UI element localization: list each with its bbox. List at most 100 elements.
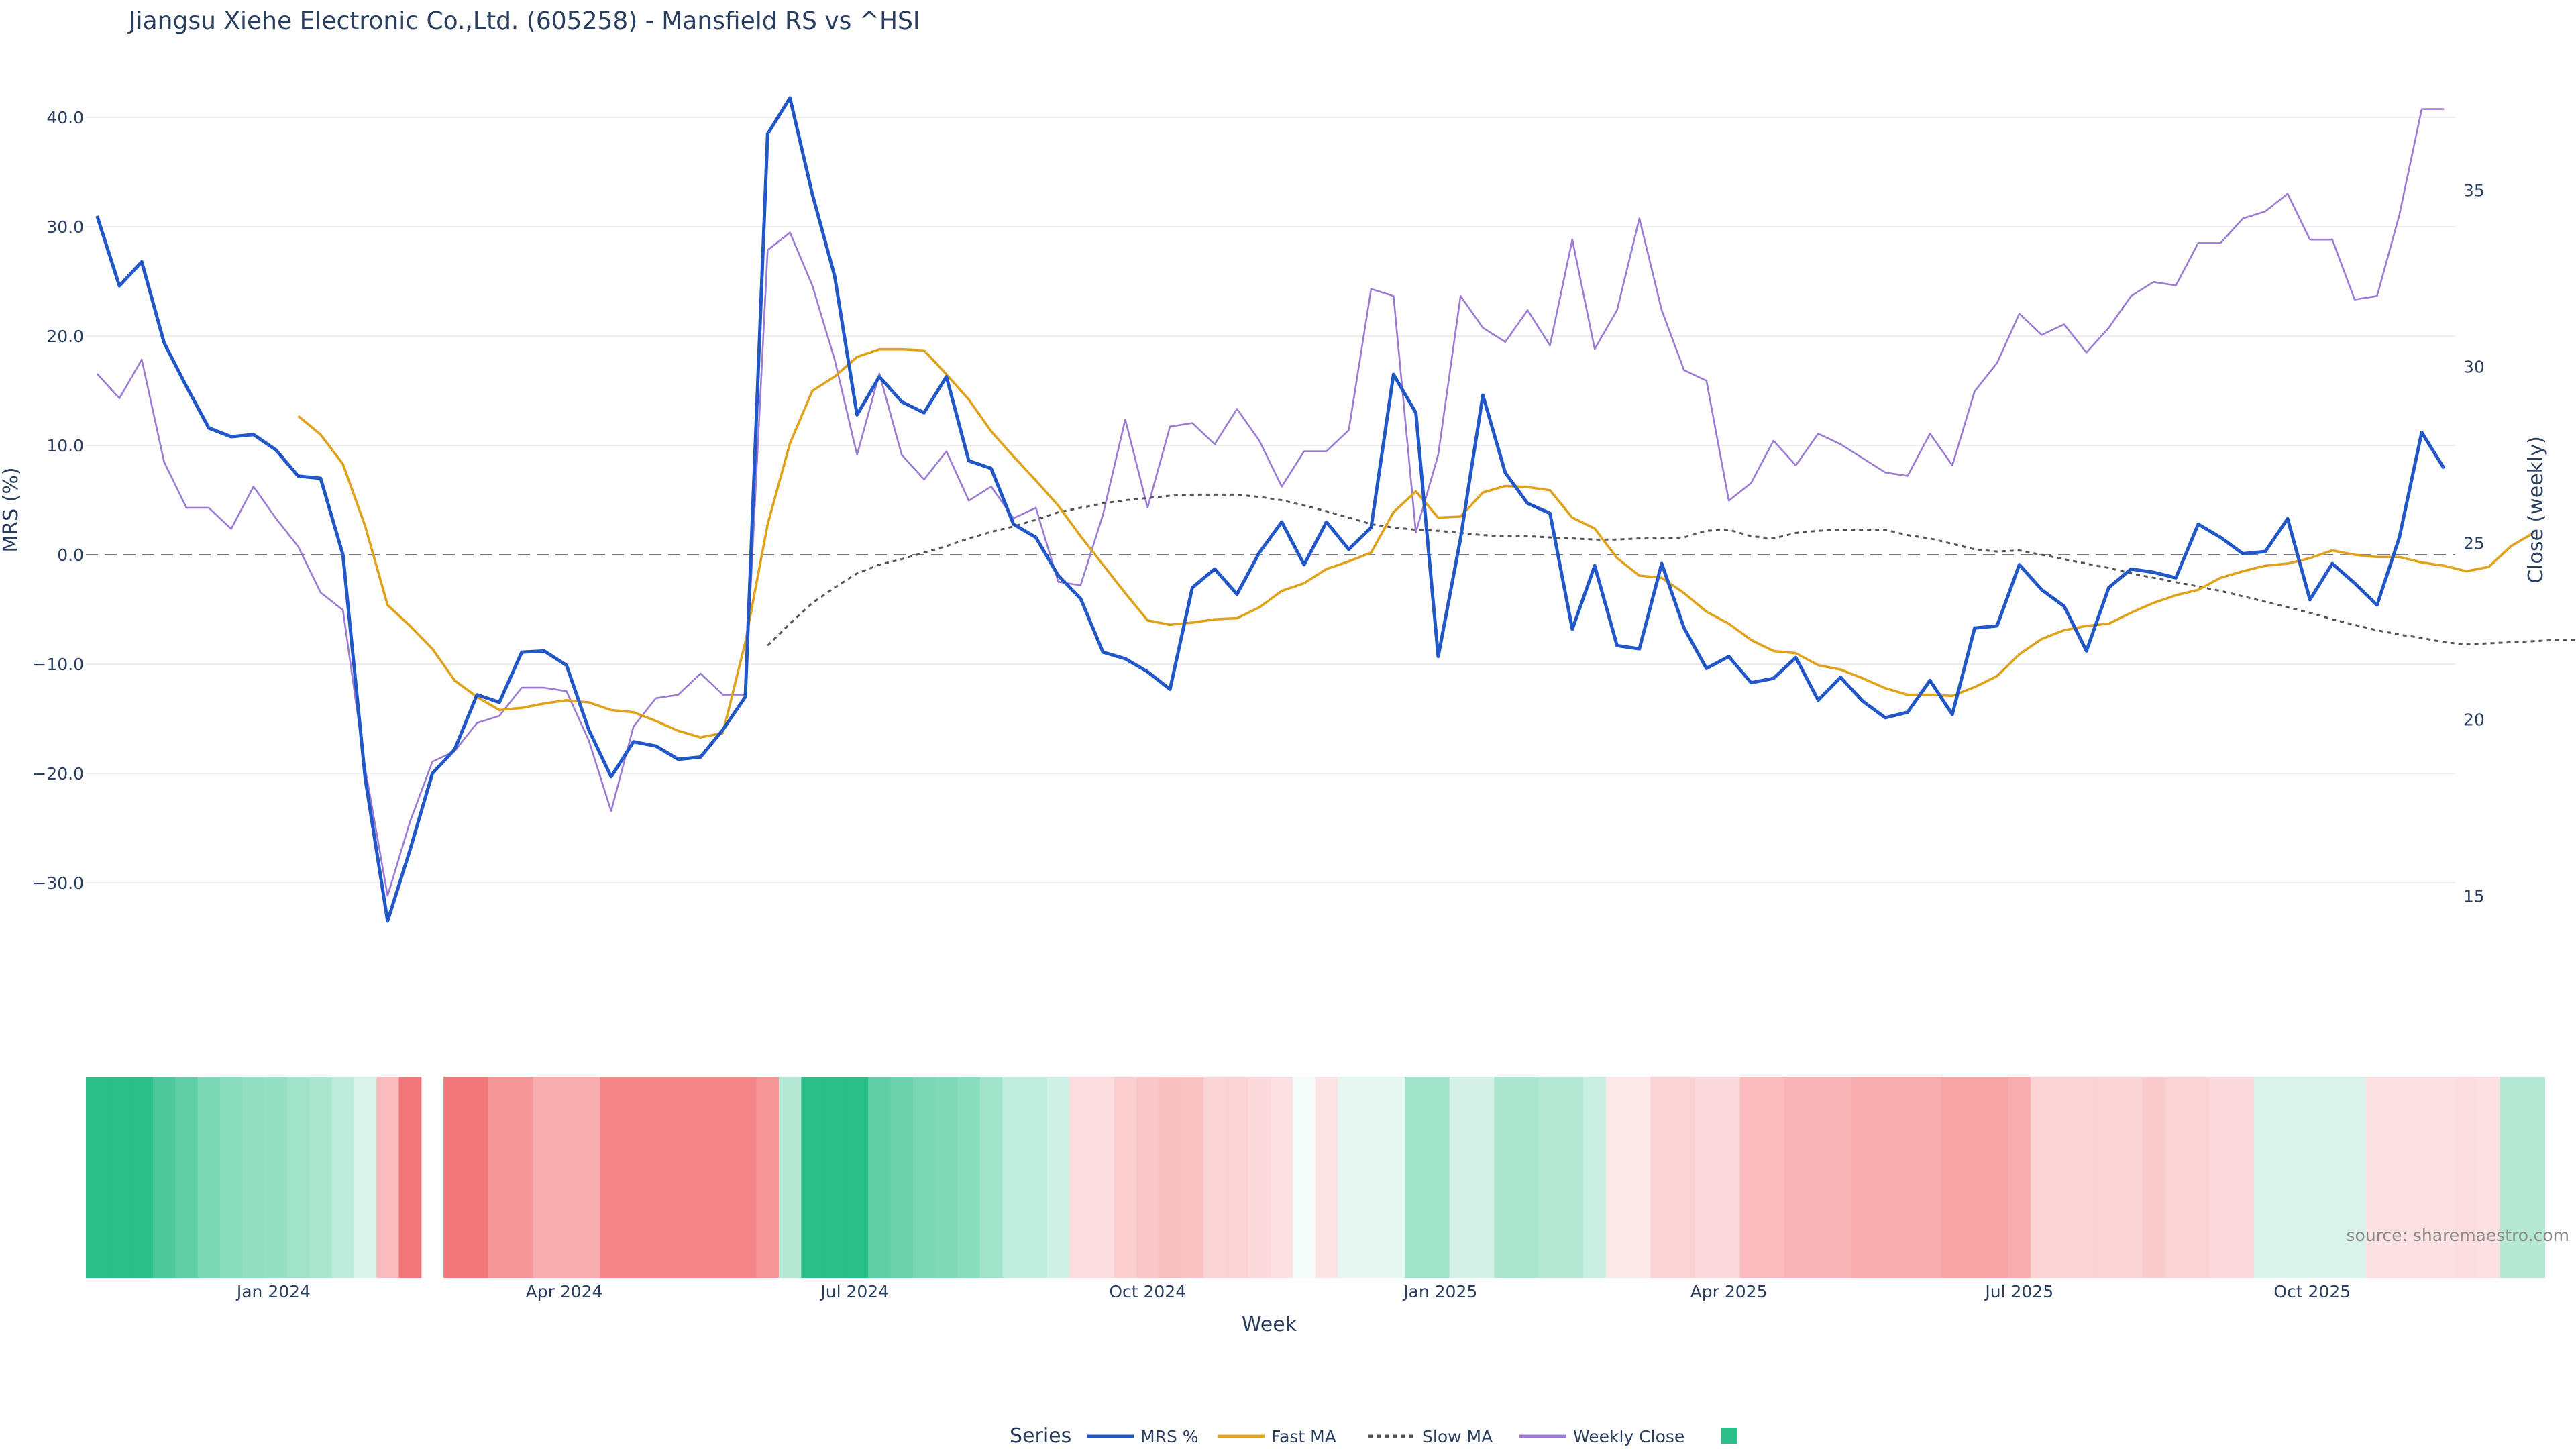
- band-cell: [2030, 1077, 2053, 1278]
- band-cell: [398, 1077, 422, 1278]
- x-tick-label: Jul 2025: [1984, 1282, 2053, 1301]
- band-cell: [1561, 1077, 1585, 1278]
- band-cell: [1226, 1077, 1249, 1278]
- legend-item[interactable]: MRS %: [1087, 1427, 1199, 1446]
- legend-item[interactable]: Slow MA: [1368, 1427, 1493, 1446]
- band-cell: [756, 1077, 780, 1278]
- band-cell: [2477, 1077, 2501, 1278]
- legend-label: Slow MA: [1422, 1427, 1493, 1446]
- band-cell: [2455, 1077, 2478, 1278]
- band-cell: [667, 1077, 690, 1278]
- band-cell: [242, 1077, 266, 1278]
- band-cell: [1605, 1077, 1629, 1278]
- band-cell: [645, 1077, 667, 1278]
- band-cell: [219, 1077, 243, 1278]
- band-cell: [1002, 1077, 1026, 1278]
- band-cell: [1494, 1077, 1517, 1278]
- legend-layer: Series MRS % Fast MA Slow MA Weekly Close: [1010, 1424, 1737, 1448]
- x-tick-label: Oct 2024: [1109, 1282, 1186, 1301]
- band-cell: [1650, 1077, 1674, 1278]
- band-cell: [1114, 1077, 1137, 1278]
- x-tick-label: Jan 2025: [1402, 1282, 1477, 1301]
- band-cell: [1986, 1077, 2009, 1278]
- band-cell: [1516, 1077, 1540, 1278]
- legend-swatch: [1721, 1428, 1737, 1444]
- legend-item[interactable]: Weekly Close: [1519, 1427, 1684, 1446]
- band-cell: [2231, 1077, 2255, 1278]
- series-line-fast-ma: [297, 347, 2534, 739]
- y-right-tick-label: 25: [2463, 533, 2485, 553]
- band-cell: [376, 1077, 400, 1278]
- x-tick-label: Apr 2025: [1690, 1282, 1768, 1301]
- band-cell: [1695, 1077, 1718, 1278]
- band-cell: [1941, 1077, 1964, 1278]
- band-cell: [443, 1077, 466, 1278]
- band-cell: [1471, 1077, 1495, 1278]
- band-cell: [1293, 1077, 1316, 1278]
- band-cell: [2298, 1077, 2322, 1278]
- band-cell: [578, 1077, 600, 1278]
- y-left-axis-title: MRS (%): [0, 467, 23, 552]
- band-cell: [1807, 1077, 1830, 1278]
- band-cell: [1046, 1077, 1070, 1278]
- band-cell: [622, 1077, 645, 1278]
- band-cell: [153, 1077, 176, 1278]
- band-cell: [2254, 1077, 2277, 1278]
- band-cell: [1717, 1077, 1741, 1278]
- band-cell: [935, 1077, 959, 1278]
- band-cell: [197, 1077, 221, 1278]
- band-cell: [823, 1077, 847, 1278]
- band-cell: [1181, 1077, 1204, 1278]
- band-cell: [2388, 1077, 2411, 1278]
- x-tick-label: Jan 2024: [235, 1282, 311, 1301]
- band-cell: [1271, 1077, 1293, 1278]
- band-cell: [1829, 1077, 1852, 1278]
- band-cell: [286, 1077, 310, 1278]
- x-axis-layer: Jan 2024 Apr 2024 Jul 2024 Oct 2024 Jan 2025…: [235, 1282, 2351, 1301]
- band-cell: [1091, 1077, 1115, 1278]
- band-cell: [1360, 1077, 1383, 1278]
- band-cell: [890, 1077, 914, 1278]
- band-cell: [1382, 1077, 1405, 1278]
- band-cell: [600, 1077, 623, 1278]
- band-cell: [2522, 1077, 2545, 1278]
- band-cell: [801, 1077, 824, 1278]
- band-cell: [1538, 1077, 1562, 1278]
- band-cell: [175, 1077, 199, 1278]
- series-layer: [95, 96, 2576, 923]
- band-cell: [778, 1077, 802, 1278]
- band-cell: [1739, 1077, 1763, 1278]
- y-left-tick-label: −30.0: [32, 873, 84, 893]
- band-cell: [2097, 1077, 2121, 1278]
- legend-item[interactable]: Fast MA: [1218, 1427, 1336, 1446]
- y-left-tick-label: 30.0: [46, 217, 84, 237]
- band-cell: [1672, 1077, 1696, 1278]
- band-cell: [1784, 1077, 1808, 1278]
- band-cell: [734, 1077, 757, 1278]
- strength-band-layer: [86, 1077, 2545, 1278]
- band-cell: [1851, 1077, 1875, 1278]
- y-left-tick-label: −20.0: [32, 764, 84, 784]
- y-left-tick-label: 20.0: [46, 327, 84, 346]
- x-tick-label: Oct 2025: [2273, 1282, 2351, 1301]
- band-cell: [108, 1077, 131, 1278]
- band-cell: [868, 1077, 892, 1278]
- legend-label: Fast MA: [1271, 1427, 1336, 1446]
- band-cell: [2075, 1077, 2098, 1278]
- legend-item[interactable]: [1721, 1428, 1737, 1444]
- legend-title: Series: [1010, 1424, 1071, 1448]
- band-cell: [86, 1077, 109, 1278]
- band-cell: [1427, 1077, 1450, 1278]
- band-cell: [1404, 1077, 1428, 1278]
- band-cell: [264, 1077, 288, 1278]
- band-cell: [1583, 1077, 1607, 1278]
- band-cell: [1315, 1077, 1338, 1278]
- band-cell: [1069, 1077, 1092, 1278]
- source-note: source: sharemaestro.com: [2347, 1226, 2570, 1245]
- axis-layer: 40.0 30.0 20.0 10.0 0.0 −10.0 −20.0 −30.0 35 30 25…: [32, 108, 2484, 906]
- band-cell: [2164, 1077, 2188, 1278]
- band-cell: [2500, 1077, 2523, 1278]
- band-cell: [331, 1077, 355, 1278]
